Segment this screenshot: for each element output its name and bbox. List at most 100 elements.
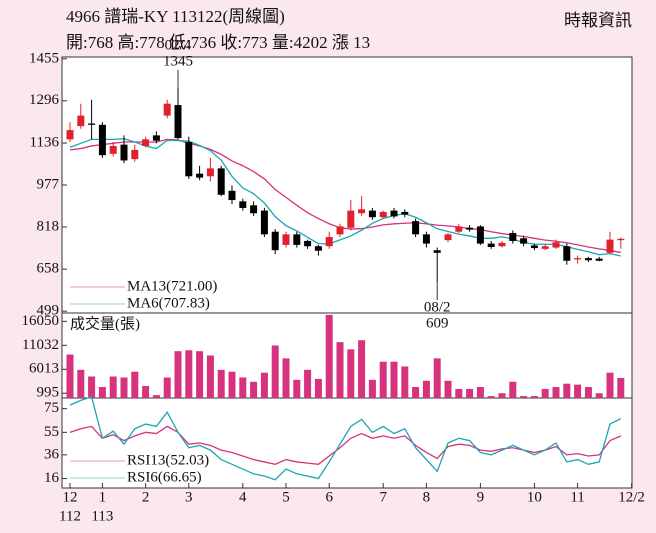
candle-body (509, 233, 517, 241)
y-tick-label: 499 (37, 303, 60, 319)
volume-bar (282, 358, 290, 398)
y-tick-label: 75 (44, 400, 59, 416)
candle-body (336, 226, 344, 235)
rsi-line (69, 395, 622, 481)
header-quote: 開:768 高:778 低:736 收:773 量:4202 漲 13 (66, 33, 370, 52)
volume-bar (617, 377, 625, 398)
volume-bar (487, 396, 495, 398)
volume-bar (206, 355, 214, 398)
volume-bar (66, 354, 74, 398)
x-tick-label: 10 (527, 489, 542, 505)
volume-bar (530, 396, 538, 398)
candle-body (120, 144, 128, 161)
volume-bar (541, 388, 549, 398)
candle-body (347, 210, 355, 228)
volume-bar (325, 314, 333, 398)
y-tick-label: 55 (44, 424, 59, 440)
x-tick-label: 2 (142, 489, 150, 505)
volume-bar (574, 384, 582, 398)
candle-body (88, 123, 96, 125)
candle-body (530, 245, 538, 249)
volume-bar (444, 380, 452, 398)
volume-bar (584, 387, 592, 398)
legend-label: RSI6(66.65) (127, 469, 202, 485)
y-tick-label: 1455 (29, 50, 59, 66)
y-tick-label: 995 (37, 385, 60, 401)
x-tick-label: 6 (325, 489, 333, 505)
candle-body (163, 103, 171, 116)
volume-bar (77, 369, 85, 398)
candle-body (368, 210, 376, 218)
y-tick-label: 658 (37, 261, 60, 277)
volume-bar (606, 372, 614, 398)
annotation-value: 1345 (163, 53, 193, 69)
candle-body (401, 211, 409, 215)
y-tick-label: 1296 (29, 92, 60, 108)
volume-bar (390, 361, 398, 398)
volume-bar (520, 396, 528, 398)
volume-bar (336, 342, 344, 398)
x-tick-label: 9 (477, 489, 485, 505)
volume-bar (109, 376, 117, 398)
legend-label: MA13(721.00) (127, 278, 217, 294)
candle-body (487, 243, 495, 248)
candle-body (314, 246, 322, 251)
x-year-label: 113 (91, 508, 113, 524)
candle-body (574, 258, 582, 260)
volume-bar (271, 345, 279, 398)
x-tick-label: 12/2 (618, 489, 645, 505)
x-tick-label: 7 (379, 489, 387, 505)
candle-body (109, 145, 117, 154)
volume-bar (120, 377, 128, 398)
volume-bar (196, 351, 204, 398)
ma-line (69, 138, 621, 254)
candle-body (131, 149, 139, 160)
candle-body (541, 246, 549, 249)
candle-body (584, 258, 592, 261)
y-tick-label: 16 (44, 470, 60, 486)
volume-bar (88, 376, 96, 398)
volume-bar (433, 358, 441, 398)
header-source: 時報資訊 (564, 11, 632, 30)
x-tick-label: 3 (185, 489, 193, 505)
y-tick-label: 818 (37, 218, 60, 234)
volume-bar (142, 386, 150, 398)
candle-body (196, 173, 204, 178)
y-tick-label: 36 (44, 446, 60, 462)
volume-bar (250, 381, 258, 398)
candle-body (444, 234, 452, 241)
candle-body (563, 246, 571, 261)
candle-body (250, 205, 258, 214)
y-tick-label: 11032 (22, 337, 59, 353)
candle-body (606, 239, 614, 253)
volume-bar (358, 340, 366, 398)
candle-body (293, 234, 301, 245)
plot-frame (61, 56, 633, 489)
candle-body (98, 124, 106, 156)
volume-bar (228, 371, 236, 398)
x-tick-label: 5 (282, 489, 290, 505)
annotation-date: 08/2 (424, 300, 451, 316)
candle-body (552, 242, 560, 248)
candle-body (185, 141, 193, 177)
candle-body (271, 231, 279, 251)
volume-bar (379, 361, 387, 398)
x-tick-label: 4 (239, 489, 247, 505)
candle-body (304, 240, 312, 247)
y-tick-label: 1136 (30, 134, 60, 150)
x-year-label: 112 (59, 508, 81, 524)
volume-bar (455, 388, 463, 398)
volume-bar (401, 366, 409, 398)
volume-bar (314, 378, 322, 398)
candle-body (217, 168, 225, 195)
candle-body (455, 226, 463, 232)
volume-bar (347, 349, 355, 398)
volume-bar (260, 372, 268, 398)
candle-body (239, 201, 247, 208)
volume-bar (498, 393, 506, 398)
legend-label: MA6(707.83) (127, 295, 210, 311)
volume-bar (368, 379, 376, 398)
candle-body (358, 209, 366, 214)
